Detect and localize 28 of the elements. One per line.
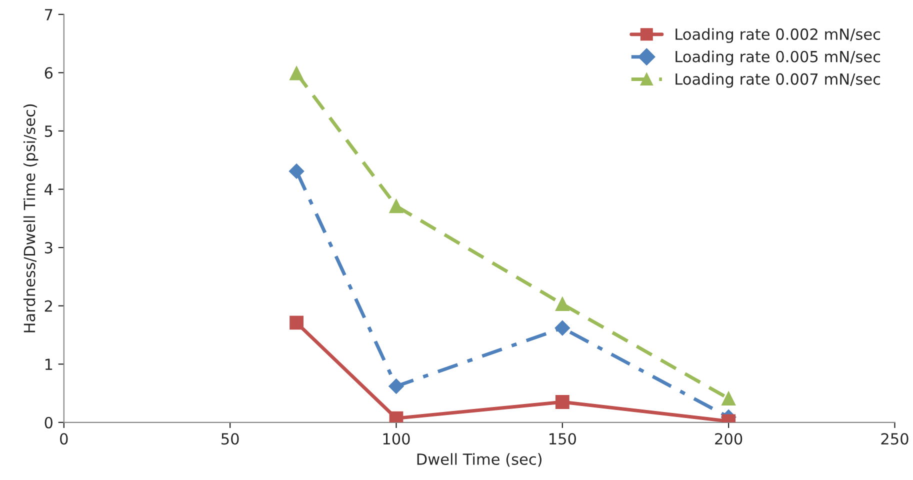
point xyxy=(288,164,304,179)
legend-label: Loading rate 0.007 mN/sec xyxy=(676,73,880,88)
y-tick-label: 2 xyxy=(44,300,52,312)
x-tick-label: 250 xyxy=(881,433,908,445)
x-tick-label: 50 xyxy=(222,433,239,445)
point xyxy=(290,66,304,80)
point xyxy=(555,395,570,409)
point xyxy=(388,378,404,394)
point xyxy=(290,316,304,330)
y-tick-label: 7 xyxy=(45,9,52,20)
y-tick-label: 4 xyxy=(44,184,53,196)
x-tick-label: 150 xyxy=(550,433,576,445)
y-tick-label: 6 xyxy=(44,67,53,79)
y-axis-title: Hardness/Dwell Time (psi/sec) xyxy=(23,104,38,332)
point xyxy=(389,199,404,214)
y-tick-label: 5 xyxy=(44,126,52,137)
x-tick-label: 0 xyxy=(60,433,68,445)
legend-label: Loading rate 0.005 mN/sec xyxy=(676,50,880,66)
y-tick-label: 3 xyxy=(44,242,52,254)
point xyxy=(722,392,736,406)
y-tick-label: 1 xyxy=(45,358,52,370)
point xyxy=(555,297,570,312)
x-tick-label: 100 xyxy=(383,433,410,445)
y-tick-label: 0 xyxy=(44,416,52,428)
point xyxy=(554,320,570,336)
legend-label: Loading rate 0.002 mN/sec xyxy=(676,28,880,43)
x-axis-title: Dwell Time (sec) xyxy=(417,453,542,467)
x-tick-label: 200 xyxy=(715,433,742,445)
